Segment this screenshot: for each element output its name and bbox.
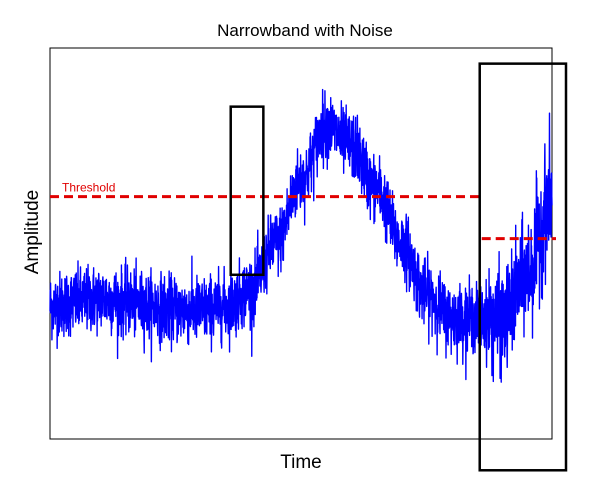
x-axis-label: Time xyxy=(280,452,322,473)
threshold-layer: Threshold xyxy=(50,181,556,241)
threshold-label: Threshold xyxy=(62,181,115,195)
series-layer xyxy=(49,88,553,383)
annotation-layer xyxy=(229,62,568,472)
annotation-box-0 xyxy=(229,105,265,277)
annotation-box-1 xyxy=(478,62,568,472)
y-axis-label: Amplitude xyxy=(22,190,43,275)
series-line-0 xyxy=(49,88,553,383)
plot-frame xyxy=(49,47,553,440)
chart-title: Narrowband with Noise xyxy=(217,21,393,40)
